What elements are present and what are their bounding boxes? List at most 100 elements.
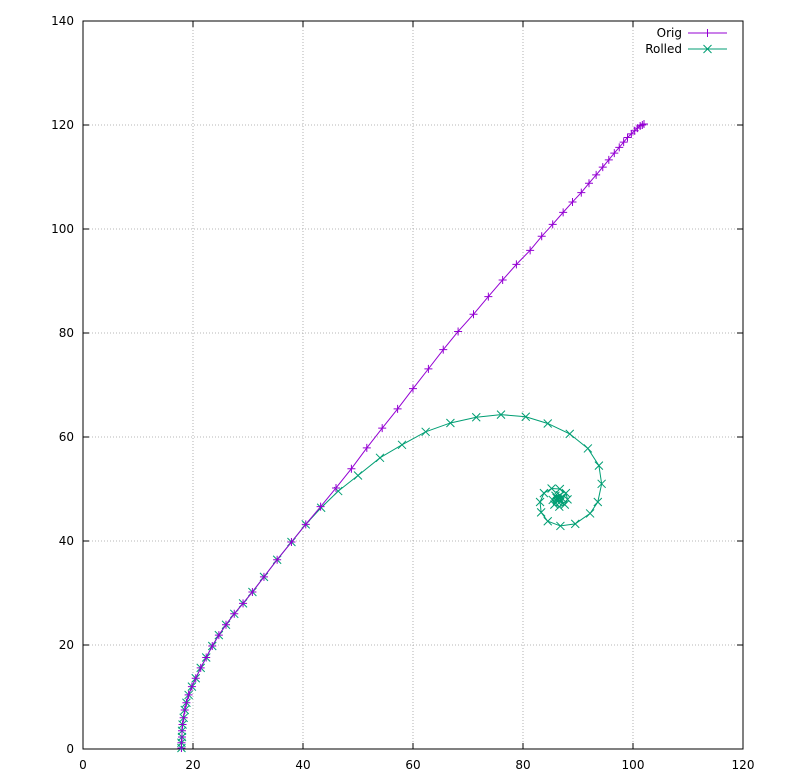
data-point (498, 275, 507, 284)
data-point (640, 119, 648, 128)
y-tick-label: 60 (59, 430, 74, 444)
data-point (393, 404, 402, 413)
data-point (553, 494, 563, 504)
data-point (585, 179, 593, 188)
data-point (273, 555, 282, 564)
data-point (543, 516, 553, 526)
x-tick-label: 100 (622, 758, 645, 772)
legend-item-orig: Orig (657, 26, 727, 40)
x-tick-label: 0 (79, 758, 87, 772)
legend: Orig Rolled (645, 26, 727, 56)
x-tick-label: 120 (732, 758, 755, 772)
data-point (484, 292, 493, 301)
data-point (214, 631, 223, 640)
data-point (222, 620, 230, 629)
data-point (563, 495, 572, 504)
y-tick-label: 100 (51, 222, 74, 236)
data-point (347, 464, 356, 473)
data-point (623, 133, 632, 142)
data-point (554, 492, 564, 502)
data-point (543, 419, 553, 428)
data-point (555, 484, 565, 494)
data-point (560, 500, 570, 509)
y-tick-label: 40 (59, 534, 74, 548)
data-point (446, 418, 455, 428)
legend-label: Orig (657, 26, 682, 40)
data-point (316, 502, 325, 511)
y-axis-tick-labels: 0 20 40 60 80 100 120 140 (51, 14, 74, 756)
data-point (362, 443, 371, 452)
series-rolled (177, 410, 607, 753)
data-point (536, 508, 546, 517)
data-point (378, 424, 387, 433)
data-point (604, 155, 613, 164)
x-tick-label: 40 (295, 758, 310, 772)
data-point (424, 364, 433, 373)
data-point (178, 720, 187, 729)
legend-marker (703, 29, 712, 37)
data-point (196, 663, 205, 672)
data-point (556, 521, 565, 531)
data-point (230, 609, 239, 618)
data-point (615, 143, 624, 152)
legend-item-rolled: Rolled (645, 42, 727, 56)
data-point (496, 410, 506, 419)
grid-lines (83, 21, 743, 749)
data-point (454, 327, 463, 336)
y-tick-label: 120 (51, 118, 74, 132)
x-tick-label: 20 (185, 758, 200, 772)
data-point (208, 642, 217, 651)
data-point (409, 384, 417, 393)
data-point (375, 453, 385, 463)
y-tick-label: 80 (59, 326, 74, 340)
y-tick-label: 140 (51, 14, 74, 28)
data-point (521, 412, 531, 422)
data-point (565, 429, 575, 439)
data-point (421, 427, 431, 437)
data-point (638, 121, 647, 129)
x-tick-label: 80 (515, 758, 530, 772)
data-point (593, 497, 603, 507)
data-point (178, 726, 186, 735)
data-point (239, 599, 248, 608)
data-point (568, 197, 577, 206)
legend-marker (703, 44, 712, 54)
data-point (191, 674, 200, 683)
data-point (548, 220, 557, 229)
data-point (180, 706, 189, 714)
legend-label: Rolled (645, 42, 682, 56)
data-point (301, 520, 310, 529)
data-point (535, 497, 545, 507)
data-point (353, 471, 363, 480)
data-point (184, 690, 193, 699)
data-point (585, 509, 595, 518)
data-point (259, 572, 268, 581)
data-point (547, 484, 556, 493)
data-point (177, 738, 186, 747)
data-point (469, 310, 478, 319)
data-point (619, 138, 628, 147)
data-point (610, 149, 619, 158)
data-point (187, 682, 196, 691)
data-point (397, 440, 407, 450)
data-point (248, 587, 257, 596)
data-point (570, 519, 580, 529)
data-point (182, 698, 191, 707)
data-point (592, 170, 601, 179)
data-point (597, 479, 607, 489)
data-point (287, 538, 296, 547)
y-tick-label: 20 (59, 638, 74, 652)
data-point (471, 412, 481, 422)
data-point (598, 163, 607, 172)
data-point (439, 345, 448, 354)
data-point (512, 260, 521, 269)
series-line-rolled (180, 414, 603, 748)
data-point (332, 483, 340, 492)
data-point (526, 246, 535, 255)
data-point (559, 208, 568, 217)
axis-ticks (82, 20, 744, 750)
x-tick-label: 60 (405, 758, 420, 772)
y-tick-label: 0 (66, 742, 74, 756)
data-point (537, 232, 546, 241)
